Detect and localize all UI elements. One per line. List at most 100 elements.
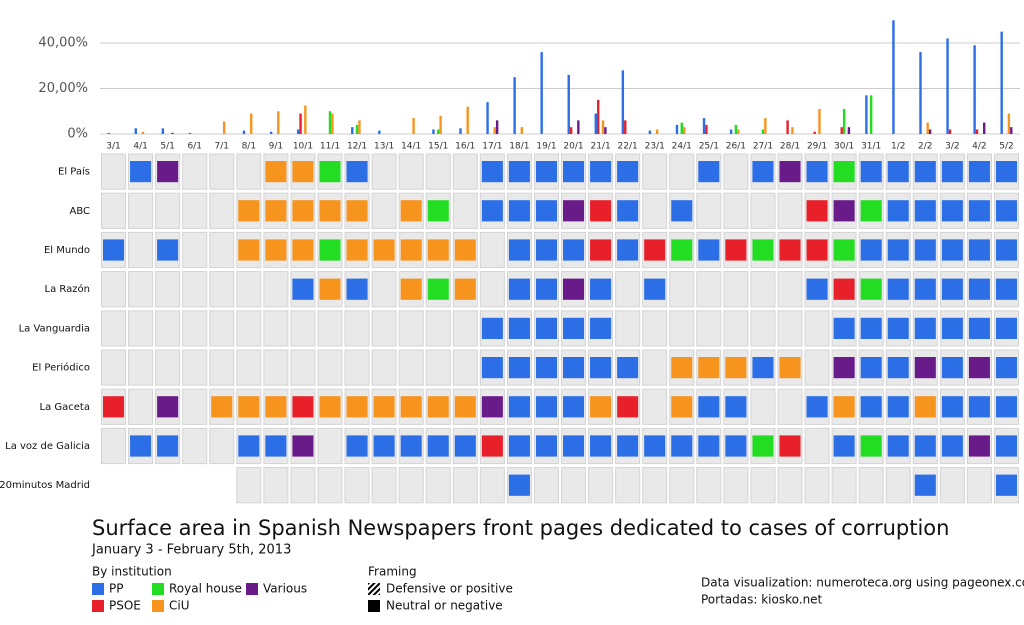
- highlight: [698, 396, 720, 418]
- front-page: [371, 467, 397, 504]
- paper-label: ABC: [69, 206, 90, 217]
- front-page: [615, 271, 641, 308]
- x-tick-label: 31/1: [861, 142, 881, 152]
- highlight: [941, 357, 963, 379]
- highlight: [346, 278, 368, 300]
- highlight: [860, 435, 882, 457]
- front-page: [263, 467, 289, 504]
- highlight: [995, 317, 1017, 339]
- front-page: [344, 349, 370, 386]
- bar: [973, 45, 976, 135]
- bar: [134, 128, 137, 134]
- highlight: [508, 161, 530, 183]
- highlight: [914, 317, 936, 339]
- front-page: [182, 388, 208, 425]
- bar: [107, 132, 110, 134]
- front-page: [804, 467, 830, 504]
- bar: [432, 129, 435, 134]
- front-page: [155, 349, 181, 386]
- highlight: [914, 474, 936, 496]
- highlight: [725, 357, 747, 379]
- highlight: [238, 396, 260, 418]
- highlight: [157, 239, 179, 261]
- highlight: [508, 317, 530, 339]
- highlight: [941, 396, 963, 418]
- front-page: [344, 310, 370, 347]
- front-page: [155, 310, 181, 347]
- bar: [842, 108, 846, 134]
- highlight: [346, 200, 368, 222]
- highlight: [373, 396, 395, 418]
- highlight: [373, 239, 395, 261]
- front-page: [182, 427, 208, 465]
- highlight: [671, 357, 693, 379]
- front-page: [750, 271, 776, 308]
- highlight: [535, 435, 557, 457]
- front-page: [128, 349, 154, 386]
- bar: [737, 129, 740, 134]
- highlight: [941, 200, 963, 222]
- bar: [761, 129, 765, 134]
- front-page: [344, 467, 370, 504]
- x-tick-label: 7/1: [215, 142, 229, 152]
- front-page: [939, 467, 965, 504]
- x-tick-label: 18/1: [509, 142, 529, 152]
- front-page: [723, 467, 749, 504]
- front-page: [642, 388, 668, 425]
- highlight: [157, 435, 179, 457]
- bar: [975, 129, 979, 134]
- highlight: [617, 396, 639, 418]
- highlight: [346, 239, 368, 261]
- bar: [567, 74, 570, 134]
- front-page: [804, 349, 830, 386]
- highlight: [887, 396, 909, 418]
- front-page: [101, 153, 127, 190]
- front-page: [398, 349, 424, 386]
- front-page: [777, 467, 803, 504]
- highlight: [671, 435, 693, 457]
- front-page: [885, 467, 911, 504]
- front-page: [263, 310, 289, 347]
- bar: [437, 129, 440, 134]
- highlight: [238, 200, 260, 222]
- front-page: [966, 467, 992, 504]
- highlight: [968, 161, 990, 183]
- front-page: [371, 271, 397, 308]
- highlight: [346, 435, 368, 457]
- front-page: [533, 467, 559, 504]
- front-page: [696, 310, 722, 347]
- legend-label: PSOE: [109, 599, 141, 613]
- front-page: [750, 192, 776, 229]
- highlight: [860, 396, 882, 418]
- front-page: [831, 467, 857, 504]
- front-page: [750, 467, 776, 504]
- bar: [577, 120, 580, 134]
- highlight: [346, 396, 368, 418]
- x-tick-label: 8/1: [242, 142, 256, 152]
- x-tick-label: 11/1: [320, 142, 340, 152]
- front-page: [750, 388, 776, 425]
- highlight: [508, 474, 530, 496]
- front-page: [642, 467, 668, 504]
- highlight: [833, 239, 855, 261]
- front-page: [669, 467, 695, 504]
- bar: [865, 95, 868, 134]
- bar: [1007, 113, 1011, 134]
- highlight: [968, 396, 990, 418]
- paper-label: La Razón: [45, 283, 90, 295]
- bar: [948, 129, 952, 134]
- bar: [946, 38, 949, 134]
- highlight: [752, 161, 774, 183]
- bar: [926, 122, 929, 134]
- highlight: [454, 396, 476, 418]
- front-page: [182, 310, 208, 347]
- bar: [495, 120, 499, 134]
- highlight: [265, 161, 287, 183]
- highlight: [968, 317, 990, 339]
- front-page: [750, 310, 776, 347]
- bar: [242, 130, 246, 134]
- x-tick-label: 17/1: [482, 142, 502, 152]
- bar: [847, 127, 851, 134]
- front-page: [425, 349, 451, 386]
